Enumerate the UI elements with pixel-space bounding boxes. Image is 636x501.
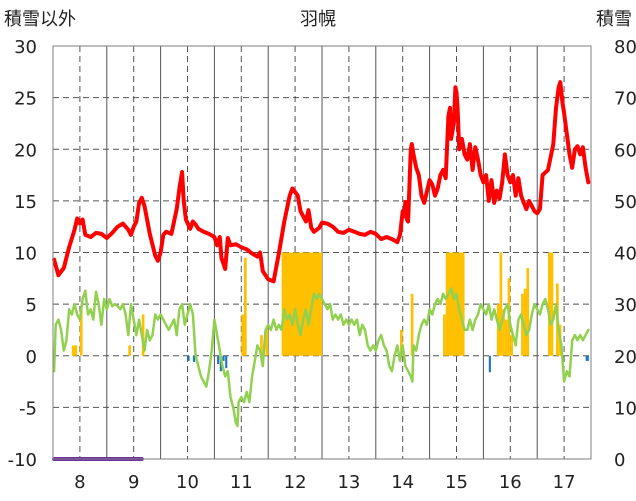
right-axis-ticks: 80 70 60 50 40 30 20 10 0	[614, 37, 636, 471]
snow-bar	[265, 329, 269, 356]
left-tick-label: -5	[19, 398, 37, 419]
left-tick-label: 5	[26, 295, 37, 316]
left-tick-label: 25	[14, 89, 37, 110]
snow-bar	[74, 345, 78, 356]
grid-layer	[53, 46, 591, 459]
snow-bar	[510, 335, 513, 356]
snow-bar	[241, 314, 244, 356]
left-tick-label: 30	[14, 37, 37, 58]
x-tick-label: 8	[74, 472, 85, 493]
right-tick-label: 70	[614, 89, 636, 110]
snow-bar	[499, 252, 503, 356]
snow-bar	[443, 314, 446, 356]
snow-bar	[281, 252, 322, 356]
negative-bar	[187, 355, 190, 361]
right-tick-label: 10	[614, 398, 636, 419]
x-tick-label: 16	[499, 472, 522, 493]
x-tick-label: 9	[128, 472, 139, 493]
snow-bar	[79, 309, 83, 356]
snow-bar	[547, 252, 554, 356]
right-tick-label: 20	[614, 347, 636, 368]
negative-bar	[488, 355, 491, 373]
negative-bar	[585, 355, 589, 361]
x-axis-ticks: 8 9 10 11 12 13 14 15 16 17	[74, 472, 575, 493]
negative-bar	[217, 355, 220, 365]
x-tick-label: 17	[553, 472, 576, 493]
snow-bar	[128, 345, 132, 356]
x-tick-label: 12	[284, 472, 307, 493]
snow-bar	[521, 293, 524, 356]
negative-bar	[192, 355, 196, 362]
x-tick-label: 15	[445, 472, 468, 493]
snow-bar	[141, 314, 145, 356]
left-tick-label: 10	[14, 244, 37, 265]
plot-frame	[52, 45, 592, 460]
x-tick-label: 13	[337, 472, 360, 493]
right-tick-label: 50	[614, 192, 636, 213]
left-tick-label: 15	[14, 192, 37, 213]
snow-bar	[496, 304, 500, 356]
green-line-series	[52, 287, 590, 428]
snow-bar	[260, 335, 263, 356]
red-line-series	[52, 80, 591, 284]
negative-bar	[225, 355, 228, 369]
snow-bar	[400, 329, 403, 356]
x-tick-label: 10	[176, 472, 199, 493]
chart-title: 羽幌	[300, 9, 336, 30]
right-tick-label: 0	[614, 450, 625, 471]
snow-bar	[445, 252, 465, 356]
snow-bar	[502, 309, 505, 356]
snow-bar	[71, 345, 75, 356]
right-tick-label: 40	[614, 244, 636, 265]
left-axis-label: 積雪以外	[4, 9, 76, 30]
snow-bar	[243, 257, 247, 356]
left-tick-label: 20	[14, 140, 37, 161]
negative-bar	[222, 355, 225, 361]
left-tick-label: 0	[26, 347, 37, 368]
right-tick-label: 60	[614, 140, 636, 161]
snow-bar	[504, 319, 508, 356]
right-tick-label: 80	[614, 37, 636, 58]
snow-bar	[526, 267, 530, 356]
left-axis-ticks: 30 25 20 15 10 5 0 -5 -10	[8, 37, 37, 471]
left-tick-label: -10	[8, 450, 37, 471]
right-tick-label: 30	[614, 295, 636, 316]
snow-bar	[410, 293, 414, 356]
snow-bar	[523, 288, 527, 356]
x-tick-label: 14	[391, 472, 414, 493]
right-axis-label: 積雪	[596, 9, 632, 30]
x-tick-label: 11	[230, 472, 253, 493]
